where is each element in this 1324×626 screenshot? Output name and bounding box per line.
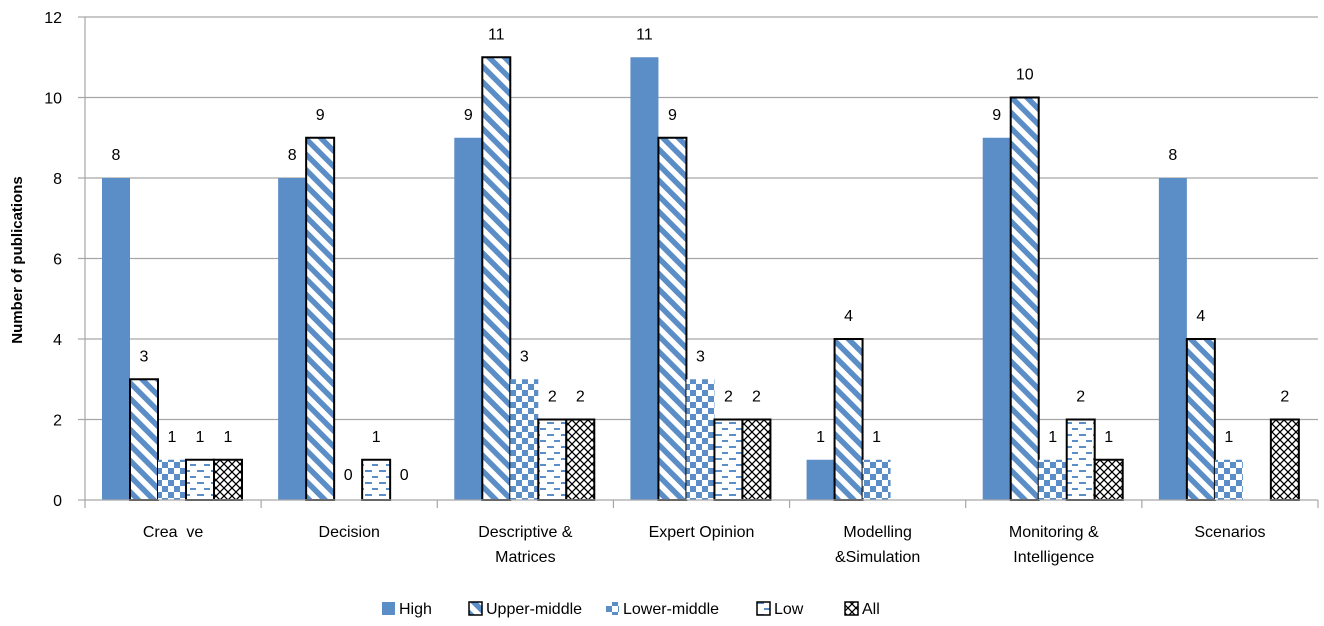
y-axis-ticks: 0 2 4 6 8 10 12 <box>44 10 62 510</box>
data-label: 1 <box>372 429 381 446</box>
y-tick-label: 8 <box>53 171 62 188</box>
legend-swatch <box>382 602 395 615</box>
data-label: 4 <box>1196 308 1205 325</box>
bar-upper-middle <box>129 378 159 501</box>
data-label: 1 <box>168 429 177 446</box>
axes <box>78 16 1319 508</box>
y-tick-label: 2 <box>53 413 62 430</box>
legend-swatch <box>756 601 771 616</box>
legend-swatch <box>844 601 859 616</box>
x-category-label: Decision <box>319 524 380 541</box>
data-label: 1 <box>1104 429 1113 446</box>
y-tick-label: 6 <box>53 252 62 269</box>
data-label: 1 <box>1224 429 1233 446</box>
data-label: 8 <box>1168 147 1177 164</box>
data-label: 1 <box>1048 429 1057 446</box>
x-category-label: &Simulation <box>835 549 920 566</box>
bar-upper-middle <box>833 338 864 501</box>
bar-lower-middle <box>1038 459 1067 500</box>
legend-label: Lower-middle <box>623 601 719 618</box>
data-label: 9 <box>668 107 677 124</box>
data-label: 1 <box>196 429 205 446</box>
x-category-label: Crea ve <box>143 524 204 541</box>
bar-low <box>537 418 568 501</box>
bar-all <box>741 418 772 501</box>
bar-high <box>454 137 483 500</box>
bar-upper-middle <box>305 136 336 501</box>
bar-lower-middle <box>158 459 186 500</box>
bar-lower-middle <box>862 459 891 500</box>
data-label: 9 <box>316 107 325 124</box>
y-axis-label: Number of publications <box>9 176 26 344</box>
x-category-label: Intelligence <box>1013 549 1094 566</box>
x-category-label: Monitoring & <box>1009 524 1099 541</box>
bar-low <box>361 458 392 501</box>
bar-upper-middle <box>657 136 688 501</box>
bar-high <box>278 178 307 500</box>
data-label: 1 <box>872 429 881 446</box>
bar-all <box>213 458 243 501</box>
bar-low <box>713 418 744 501</box>
data-label: 2 <box>548 389 557 406</box>
data-label: 1 <box>816 429 825 446</box>
legend-label: High <box>399 601 432 618</box>
data-label: 11 <box>488 26 505 43</box>
bar-upper-middle <box>1185 338 1216 501</box>
bar-high <box>806 459 835 500</box>
y-tick-label: 4 <box>53 332 62 349</box>
data-label: 1 <box>224 429 233 446</box>
x-category-label: Scenarios <box>1194 524 1265 541</box>
data-label: 4 <box>844 308 853 325</box>
bars <box>102 56 1300 501</box>
data-label: 3 <box>520 348 529 365</box>
data-label: 10 <box>1016 67 1034 84</box>
legend-label: All <box>862 601 880 618</box>
y-tick-label: 0 <box>53 493 62 510</box>
bar-low <box>1065 418 1096 501</box>
y-tick-label: 10 <box>44 91 62 108</box>
data-label: 2 <box>1280 389 1289 406</box>
category-labels: Crea ve Decision Descriptive & Matrices Expe… <box>143 524 1266 566</box>
bar-upper-middle <box>1009 96 1040 501</box>
bar-high <box>102 178 130 500</box>
legend-swatch <box>606 602 619 615</box>
data-label: 3 <box>140 348 149 365</box>
data-label: 2 <box>576 389 585 406</box>
bar-high <box>982 137 1011 500</box>
data-label: 2 <box>724 389 733 406</box>
data-label: 8 <box>112 147 121 164</box>
data-label: 9 <box>992 107 1001 124</box>
legend-label: Low <box>774 601 804 618</box>
x-category-label: Modelling <box>843 524 911 541</box>
x-category-label: Descriptive & <box>478 524 573 541</box>
data-label: 9 <box>464 107 473 124</box>
data-label: 0 <box>400 467 409 484</box>
legend: High Upper-middle Lower-middle Low All <box>382 601 880 618</box>
data-label: 11 <box>636 26 653 43</box>
bar-low <box>185 458 215 501</box>
bar-lower-middle <box>1214 459 1243 500</box>
legend-label: Upper-middle <box>486 601 582 618</box>
data-label: 2 <box>752 389 761 406</box>
bar-lower-middle <box>686 379 715 500</box>
bar-high <box>630 57 659 500</box>
data-label: 0 <box>344 467 353 484</box>
bar-upper-middle <box>481 56 512 501</box>
x-category-label: Expert Opinion <box>649 524 755 541</box>
bar-all <box>565 418 596 501</box>
data-label: 2 <box>1076 389 1085 406</box>
y-tick-label: 12 <box>44 10 62 27</box>
x-category-label: Matrices <box>495 549 555 566</box>
data-label: 8 <box>288 147 297 164</box>
bar-high <box>1158 178 1187 500</box>
bar-lower-middle <box>510 379 539 500</box>
bar-all <box>1093 458 1124 501</box>
legend-swatch <box>468 601 483 616</box>
bar-all <box>1269 418 1300 501</box>
data-label: 3 <box>696 348 705 365</box>
